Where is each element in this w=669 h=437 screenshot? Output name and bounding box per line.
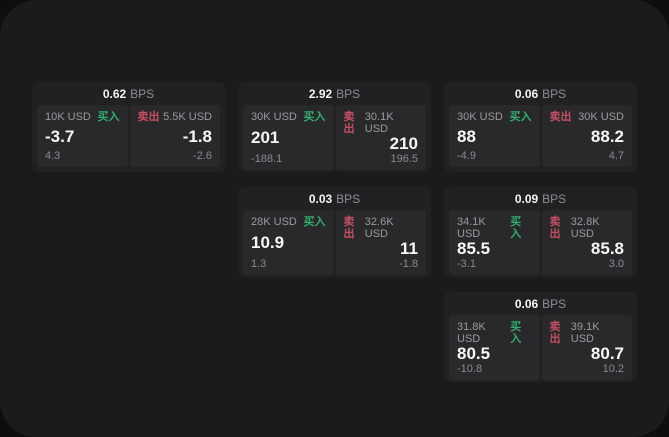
buy-sub-value: -10.8 <box>457 363 483 375</box>
buy-sub-value: 1.3 <box>251 258 267 270</box>
buy-size-label: 10K USD <box>45 111 91 123</box>
spread-header: 0.03 BPS <box>243 187 426 210</box>
buy-price: 85.5 <box>457 239 491 258</box>
buy-panel[interactable]: 28K USD 买入 10.9 1.3 <box>243 210 334 275</box>
spread-value: 2.92 <box>308 86 333 101</box>
buy-price: 80.5 <box>457 344 491 363</box>
buy-panel[interactable]: 31.8K USD 买入 80.5 -10.8 <box>449 315 540 380</box>
spread-unit-label: BPS <box>130 86 155 101</box>
spread-header: 0.62 BPS <box>37 82 220 105</box>
buy-size-label: 31.8K USD <box>457 321 486 345</box>
quote-card: 0.06 BPS 31.8K USD 买入 80.5 -10.8 卖出 39.1… <box>444 292 637 382</box>
sell-price: -1.8 <box>182 126 212 146</box>
spread-unit-label: BPS <box>542 86 567 101</box>
sell-panel[interactable]: 卖出 30K USD 88.2 4.7 <box>541 105 632 167</box>
buy-price: -3.7 <box>45 126 75 146</box>
spread-unit-label: BPS <box>542 191 567 206</box>
buy-sub-value: 4.3 <box>45 150 61 162</box>
sell-chip: 卖出 <box>343 111 355 135</box>
sell-size-label: 30K USD <box>578 111 624 123</box>
sell-sub-value: 3.0 <box>608 258 624 270</box>
sell-chip: 卖出 <box>343 216 355 240</box>
sell-chip: 卖出 <box>549 216 561 240</box>
buy-chip: 买入 <box>510 321 522 345</box>
buy-chip: 买入 <box>509 111 532 123</box>
sell-size-label: 32.8K USD <box>570 216 600 240</box>
sell-price: 80.7 <box>590 344 624 363</box>
buy-sub-value: -4.9 <box>457 150 476 162</box>
buy-size-label: 30K USD <box>457 111 503 123</box>
spread-value: 0.06 <box>514 296 539 311</box>
buy-panel[interactable]: 30K USD 买入 201 -188.1 <box>243 105 334 170</box>
sell-size-label: 39.1K USD <box>570 321 600 345</box>
sell-chip: 卖出 <box>549 111 572 123</box>
spread-unit-label: BPS <box>336 86 361 101</box>
quote-card: 0.06 BPS 30K USD 买入 88 -4.9 卖出 30K USD 8… <box>444 82 637 172</box>
sell-size-label: 30.1K USD <box>364 111 394 135</box>
spread-value: 0.03 <box>308 191 333 206</box>
quote-card: 2.92 BPS 30K USD 买入 201 -188.1 卖出 30.1K … <box>238 82 431 172</box>
sell-price: 85.8 <box>590 239 624 258</box>
sell-price: 210 <box>389 134 418 153</box>
sell-size-label: 5.5K USD <box>163 111 212 123</box>
spread-header: 2.92 BPS <box>243 82 426 105</box>
buy-chip: 买入 <box>303 216 326 228</box>
spread-header: 0.09 BPS <box>449 187 632 210</box>
sell-panel[interactable]: 卖出 32.8K USD 85.8 3.0 <box>541 210 632 275</box>
buy-sub-value: -188.1 <box>251 153 283 165</box>
buy-price: 201 <box>251 128 280 147</box>
buy-panel[interactable]: 30K USD 买入 88 -4.9 <box>449 105 540 167</box>
sell-chip: 卖出 <box>549 321 561 345</box>
spread-value: 0.09 <box>514 191 539 206</box>
sell-panel[interactable]: 卖出 32.6K USD 11 -1.8 <box>335 210 426 275</box>
spread-header: 0.06 BPS <box>449 82 632 105</box>
spread-unit-label: BPS <box>336 191 361 206</box>
buy-chip: 买入 <box>510 216 522 240</box>
spread-unit-label: BPS <box>542 296 567 311</box>
buy-size-label: 28K USD <box>251 216 297 228</box>
quote-card-grid: 0.62 BPS 10K USD 买入 -3.7 4.3 卖出 5.5K USD… <box>32 82 637 382</box>
sell-panel[interactable]: 卖出 30.1K USD 210 196.5 <box>335 105 426 170</box>
quote-card: 0.09 BPS 34.1K USD 买入 85.5 -3.1 卖出 32.8K… <box>444 187 637 277</box>
sell-size-label: 32.6K USD <box>364 216 394 240</box>
buy-price: 88 <box>457 126 476 146</box>
sell-sub-value: 10.2 <box>602 363 624 375</box>
sell-sub-value: -2.6 <box>193 150 212 162</box>
buy-size-label: 30K USD <box>251 111 297 123</box>
spread-header: 0.06 BPS <box>449 292 632 315</box>
sell-panel[interactable]: 卖出 39.1K USD 80.7 10.2 <box>541 315 632 380</box>
sell-chip: 卖出 <box>137 111 160 123</box>
sell-sub-value: 4.7 <box>608 150 624 162</box>
sell-price: 88.2 <box>590 126 624 146</box>
sell-sub-value: -1.8 <box>399 258 418 270</box>
quote-card: 0.62 BPS 10K USD 买入 -3.7 4.3 卖出 5.5K USD… <box>32 82 225 172</box>
buy-size-label: 34.1K USD <box>457 216 486 240</box>
buy-panel[interactable]: 10K USD 买入 -3.7 4.3 <box>37 105 128 167</box>
quote-card: 0.03 BPS 28K USD 买入 10.9 1.3 卖出 32.6K US… <box>238 187 431 277</box>
sell-sub-value: 196.5 <box>390 153 418 165</box>
buy-chip: 买入 <box>97 111 120 123</box>
spread-value: 0.06 <box>514 86 539 101</box>
buy-price: 10.9 <box>251 233 285 252</box>
spread-value: 0.62 <box>102 86 127 101</box>
sell-price: 11 <box>400 239 418 258</box>
sell-panel[interactable]: 卖出 5.5K USD -1.8 -2.6 <box>129 105 220 167</box>
buy-panel[interactable]: 34.1K USD 买入 85.5 -3.1 <box>449 210 540 275</box>
buy-sub-value: -3.1 <box>457 258 476 270</box>
buy-chip: 买入 <box>303 111 326 123</box>
